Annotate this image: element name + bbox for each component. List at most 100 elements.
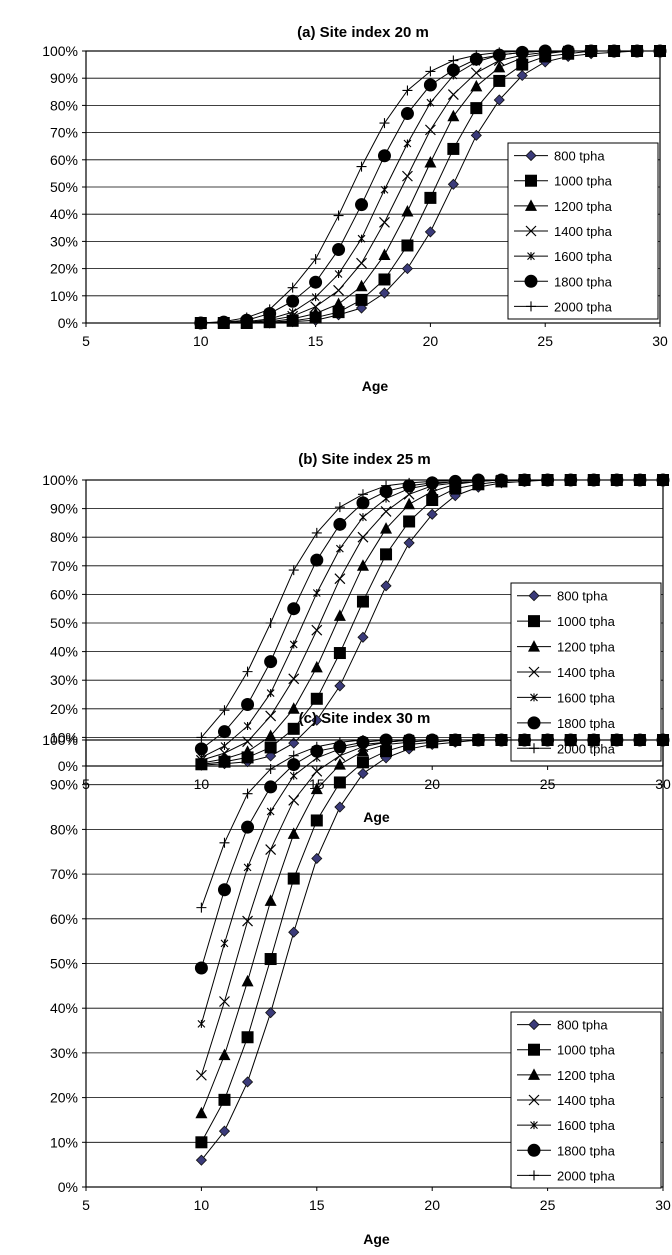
data-point <box>288 926 300 938</box>
legend-label: 1800 tpha <box>557 716 616 731</box>
data-point <box>427 476 438 487</box>
y-tick-label: 40% <box>50 1000 78 1016</box>
data-point <box>217 725 231 739</box>
y-tick-label: 100% <box>42 472 78 488</box>
data-point <box>588 475 599 485</box>
data-point <box>195 1154 207 1166</box>
x-axis-label: Age <box>362 378 389 394</box>
data-point <box>288 673 300 685</box>
data-point <box>242 736 253 748</box>
data-point <box>264 780 278 794</box>
data-point <box>402 170 413 182</box>
data-point <box>379 216 390 228</box>
data-point <box>241 745 254 757</box>
data-point <box>310 814 323 827</box>
data-point <box>493 60 506 73</box>
data-point <box>355 293 368 306</box>
data-point <box>242 788 253 799</box>
data-point <box>446 63 460 77</box>
data-point <box>287 702 300 714</box>
data-point <box>334 737 345 748</box>
data-point <box>632 46 643 56</box>
data-point <box>493 74 506 87</box>
data-point <box>194 961 208 975</box>
data-point <box>265 618 276 628</box>
data-point <box>379 118 390 129</box>
data-point <box>401 263 414 275</box>
data-point <box>287 758 301 772</box>
data-point <box>355 198 369 212</box>
legend-marker <box>527 252 535 261</box>
y-tick-label: 10% <box>50 1134 78 1150</box>
legend-marker <box>525 150 537 162</box>
data-point <box>242 666 253 677</box>
data-point <box>197 1019 206 1028</box>
x-tick-label: 25 <box>540 1197 556 1213</box>
legend-marker <box>529 1170 539 1181</box>
data-point <box>332 243 346 257</box>
data-point <box>355 279 368 292</box>
legend-marker <box>528 1019 540 1031</box>
y-tick-label: 80% <box>50 821 78 837</box>
data-point <box>333 210 344 221</box>
legend-marker <box>530 693 538 702</box>
data-point <box>634 735 645 745</box>
data-point <box>241 820 255 834</box>
legend-label: 1600 tpha <box>557 690 616 705</box>
data-point <box>194 742 208 756</box>
data-point <box>195 1069 207 1081</box>
data-point <box>542 735 553 745</box>
data-point <box>241 1031 254 1044</box>
data-point <box>217 883 231 897</box>
data-point <box>447 178 459 190</box>
chart-panel-b: (b) Site index 25 m 0% 10% 20% 30% 40% 50% 60% 7… <box>42 451 671 825</box>
x-tick-label: 30 <box>655 1197 671 1213</box>
y-tick-label: 0% <box>58 315 78 331</box>
data-point <box>332 306 345 319</box>
data-point <box>403 139 412 148</box>
y-tick-label: 20% <box>50 1090 78 1106</box>
legend-label: 800 tpha <box>557 1018 608 1033</box>
data-point <box>264 729 277 741</box>
legend-label: 800 tpha <box>554 149 605 164</box>
y-tick-label: 30% <box>50 672 78 688</box>
data-point <box>378 287 391 299</box>
data-point <box>403 497 416 510</box>
data-point <box>311 765 323 777</box>
data-point <box>265 844 277 855</box>
data-point <box>310 301 322 313</box>
data-point <box>401 204 414 217</box>
legend-marker <box>528 590 540 602</box>
legend: 800 tpha 1000 tpha 1200 tpha 1400 tpha 1600 … <box>510 582 662 762</box>
legend-label: 2000 tpha <box>554 299 613 314</box>
data-point <box>427 735 438 745</box>
x-tick-label: 20 <box>424 776 440 792</box>
data-point <box>287 602 301 616</box>
series-2000-tpha <box>195 46 665 328</box>
legend-label: 1600 tpha <box>554 249 613 264</box>
x-tick-label: 20 <box>423 333 439 349</box>
y-tick-label: 30% <box>50 1045 78 1061</box>
data-point <box>609 46 620 56</box>
data-point <box>242 915 253 927</box>
data-point <box>356 744 369 757</box>
data-point <box>289 640 298 649</box>
legend-marker <box>528 615 540 628</box>
data-point <box>380 580 392 592</box>
data-point <box>611 735 622 745</box>
data-point <box>516 69 528 82</box>
data-point <box>265 750 277 762</box>
data-point <box>565 475 576 485</box>
legend-marker <box>527 1143 541 1157</box>
data-point <box>426 98 435 107</box>
data-point <box>332 297 345 309</box>
data-point <box>450 475 461 485</box>
data-point <box>218 1048 231 1061</box>
y-tick-label: 50% <box>50 179 78 195</box>
x-tick-label: 20 <box>424 1197 440 1213</box>
y-tick-label: 90% <box>50 777 78 793</box>
data-point <box>426 494 439 507</box>
x-tick-label: 15 <box>309 1197 325 1213</box>
data-point <box>288 737 300 749</box>
